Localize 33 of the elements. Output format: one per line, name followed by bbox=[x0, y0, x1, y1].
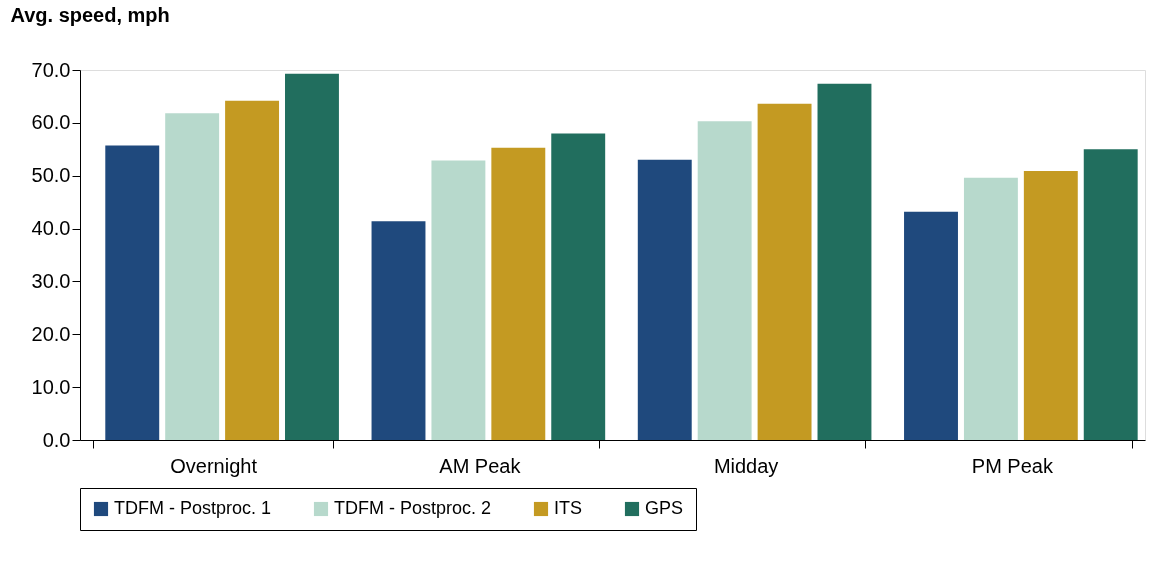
bar bbox=[165, 113, 220, 440]
x-tick-label: Overnight bbox=[170, 454, 258, 477]
legend-label: GPS bbox=[645, 498, 684, 518]
y-tick-label: 10.0 bbox=[31, 375, 71, 398]
bar bbox=[225, 100, 280, 440]
bar bbox=[757, 103, 812, 440]
bar bbox=[105, 145, 160, 440]
legend-label: TDFM - Postproc. 2 bbox=[334, 498, 492, 518]
bar bbox=[1023, 170, 1078, 440]
bar bbox=[551, 133, 606, 440]
bar bbox=[904, 211, 958, 440]
y-axis-title: Avg. speed, mph bbox=[10, 3, 170, 26]
x-tick-label: Midday bbox=[713, 454, 779, 477]
legend-label: TDFM - Postproc. 1 bbox=[114, 498, 272, 518]
bar bbox=[285, 73, 339, 440]
bar bbox=[371, 221, 426, 440]
bar bbox=[963, 177, 1018, 440]
y-tick-label: 0.0 bbox=[42, 428, 71, 451]
y-tick-label: 20.0 bbox=[31, 322, 71, 345]
bar bbox=[1083, 149, 1138, 440]
x-tick-label: AM Peak bbox=[439, 454, 522, 477]
bar bbox=[817, 83, 872, 440]
y-tick-label: 70.0 bbox=[31, 58, 71, 81]
y-tick-label: 50.0 bbox=[31, 164, 71, 187]
y-tick-label: 40.0 bbox=[31, 217, 71, 240]
y-tick-label: 30.0 bbox=[31, 269, 71, 292]
x-tick-label: PM Peak bbox=[971, 454, 1054, 477]
legend-label: ITS bbox=[554, 498, 583, 518]
bar bbox=[431, 160, 486, 440]
y-tick-label: 60.0 bbox=[31, 111, 71, 134]
bar bbox=[697, 121, 752, 440]
bar bbox=[491, 147, 546, 440]
bar bbox=[637, 159, 692, 440]
